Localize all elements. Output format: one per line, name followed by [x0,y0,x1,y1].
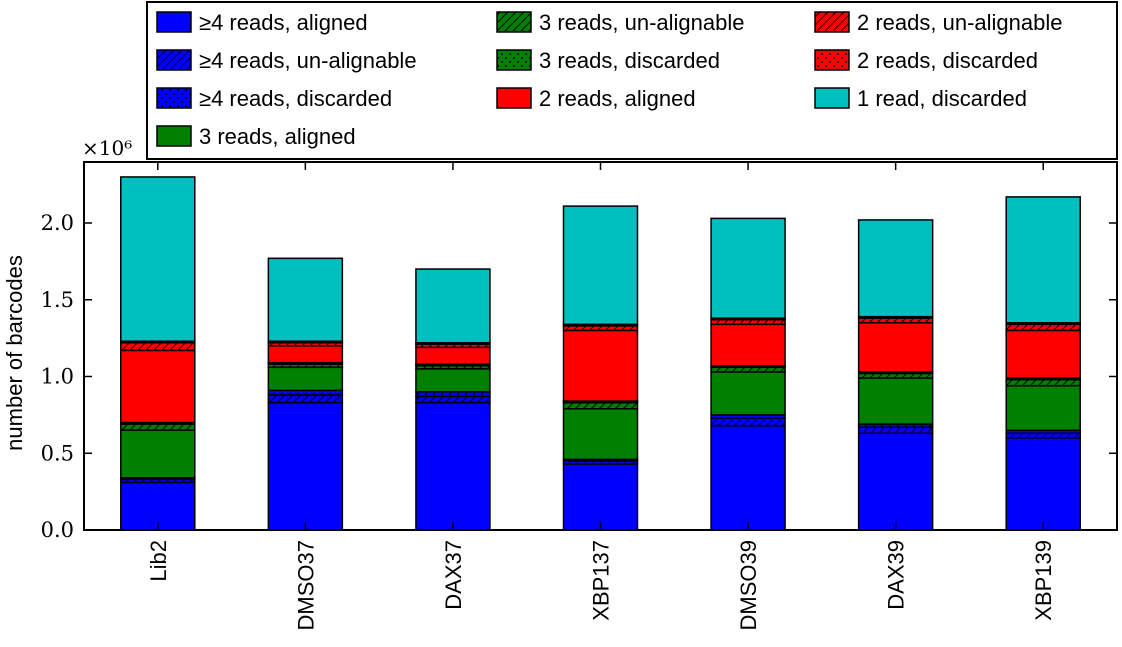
y-tick-label: 0.5 [41,441,74,465]
x-tick-label: DMSO37 [293,540,318,630]
bar-segment [267,394,344,404]
bar-segment [562,407,639,461]
bar-segment [857,377,934,425]
bar-segment [120,349,196,424]
legend: ≥4 reads, aligned ≥4 reads, un-alignable ≥… [146,1,1118,160]
legend-swatch [814,87,850,109]
legend-label: 3 reads, un-alignable [539,10,744,35]
bar-segment [710,323,786,367]
legend-label: 1 read, discarded [857,86,1027,111]
legend-swatch [496,49,532,71]
legend-label: 3 reads, aligned [199,124,356,149]
bar-segment [562,463,639,531]
legend-label: ≥4 reads, discarded [199,86,392,111]
y-tick-label: 1.5 [41,288,74,312]
x-axis: Lib2 DMSO37 DAX37 XBP137 DMSO39 DAX39 XBP139 [146,162,1056,630]
bar-segment [120,341,196,352]
bar-segment [120,429,196,479]
bar-segment [267,366,344,392]
legend-swatch [156,49,192,71]
y-tick-label: 1.0 [41,365,74,389]
bar-segment [857,432,934,531]
x-tick-label: DAX37 [441,540,466,610]
bar-segment [415,346,491,365]
legend-swatch [814,49,850,71]
legend-box [146,1,1118,160]
bar-segment [120,423,196,431]
legend-swatch [156,125,192,147]
legend-swatch [496,11,532,33]
legend-swatch [496,87,532,109]
bar-segment [857,219,934,318]
x-tick-label: XBP137 [589,540,614,621]
bar-segment [857,322,934,373]
legend-label: 3 reads, discarded [539,48,720,73]
legend-swatch [814,11,850,33]
bar-segment [1005,378,1081,387]
legend-label: 2 reads, aligned [539,86,696,111]
bar-segment [415,401,491,531]
bar-segment [267,401,344,531]
legend-label: 2 reads, discarded [857,48,1038,73]
bar-segment [562,205,639,326]
bar-segment [267,345,344,364]
x-tick-label: DMSO39 [736,540,761,630]
bar-segments [120,176,1081,531]
legend-swatch [156,87,192,109]
bar-segment [415,268,491,344]
x-tick-label: XBP139 [1031,540,1056,621]
legend-label: ≥4 reads, un-alignable [199,48,417,73]
bar-segment [1005,196,1081,324]
legend-label: 2 reads, un-alignable [857,10,1062,35]
bar-segment [710,217,786,319]
y-tick-label: 2.0 [41,211,74,235]
legend-swatch [156,11,192,33]
legend-label: ≥4 reads, aligned [199,10,368,35]
bar-segment [120,176,196,342]
bar-segment [710,417,786,427]
bar-segment [857,426,934,435]
y-axis-multiplier: ×10⁶ [82,136,132,160]
bar-segment [1005,384,1081,431]
bar-segment [1005,437,1081,531]
bar-segment [415,368,491,393]
y-axis: 0.0 0.5 1.0 1.5 2.0 [41,211,1117,542]
bar-segment [267,257,344,342]
bar-segment [710,371,786,416]
bar-segment [1005,323,1081,332]
x-tick-label: Lib2 [146,540,171,582]
bar-segment [415,395,491,404]
y-tick-label: 0.0 [41,518,74,542]
y-axis-label: number of barcodes [2,255,27,451]
bar-segment [562,401,639,410]
bar-segment [710,424,786,531]
bar-segment [562,329,639,402]
x-tick-label: DAX39 [884,540,909,610]
bar-segment [1005,329,1081,379]
